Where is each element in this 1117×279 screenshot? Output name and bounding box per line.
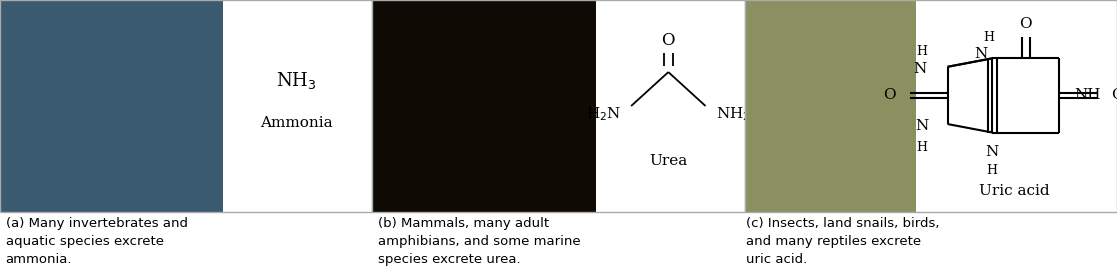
Text: H: H xyxy=(916,45,927,58)
Text: N: N xyxy=(913,62,926,76)
Bar xyxy=(372,0,595,212)
Text: H: H xyxy=(986,164,997,177)
Text: O: O xyxy=(1020,17,1032,31)
Text: N: N xyxy=(915,119,928,133)
Bar xyxy=(595,0,745,212)
Text: (c) Insects, land snails, birds,
and many reptiles excrete
uric acid.: (c) Insects, land snails, birds, and man… xyxy=(746,217,939,266)
Text: H: H xyxy=(916,141,927,154)
Text: H$_2$N: H$_2$N xyxy=(585,106,621,123)
Text: NH$_3$: NH$_3$ xyxy=(276,70,316,91)
Bar xyxy=(745,0,916,212)
Text: H: H xyxy=(983,31,994,44)
Bar xyxy=(916,0,1117,212)
Text: NH: NH xyxy=(1073,88,1100,102)
Text: NH$_2$: NH$_2$ xyxy=(716,106,751,123)
Text: Ammonia: Ammonia xyxy=(259,116,333,130)
Bar xyxy=(223,0,372,212)
Text: Uric acid: Uric acid xyxy=(980,184,1050,198)
Text: N: N xyxy=(985,145,999,158)
Text: (a) Many invertebrates and
aquatic species excrete
ammonia.: (a) Many invertebrates and aquatic speci… xyxy=(6,217,188,266)
Bar xyxy=(0,0,223,212)
Text: O: O xyxy=(1110,88,1117,102)
Text: Urea: Urea xyxy=(649,154,687,168)
Text: O: O xyxy=(884,88,896,102)
Text: N: N xyxy=(974,47,987,61)
Text: O: O xyxy=(661,32,675,49)
Text: (b) Mammals, many adult
amphibians, and some marine
species excrete urea.: (b) Mammals, many adult amphibians, and … xyxy=(378,217,580,266)
